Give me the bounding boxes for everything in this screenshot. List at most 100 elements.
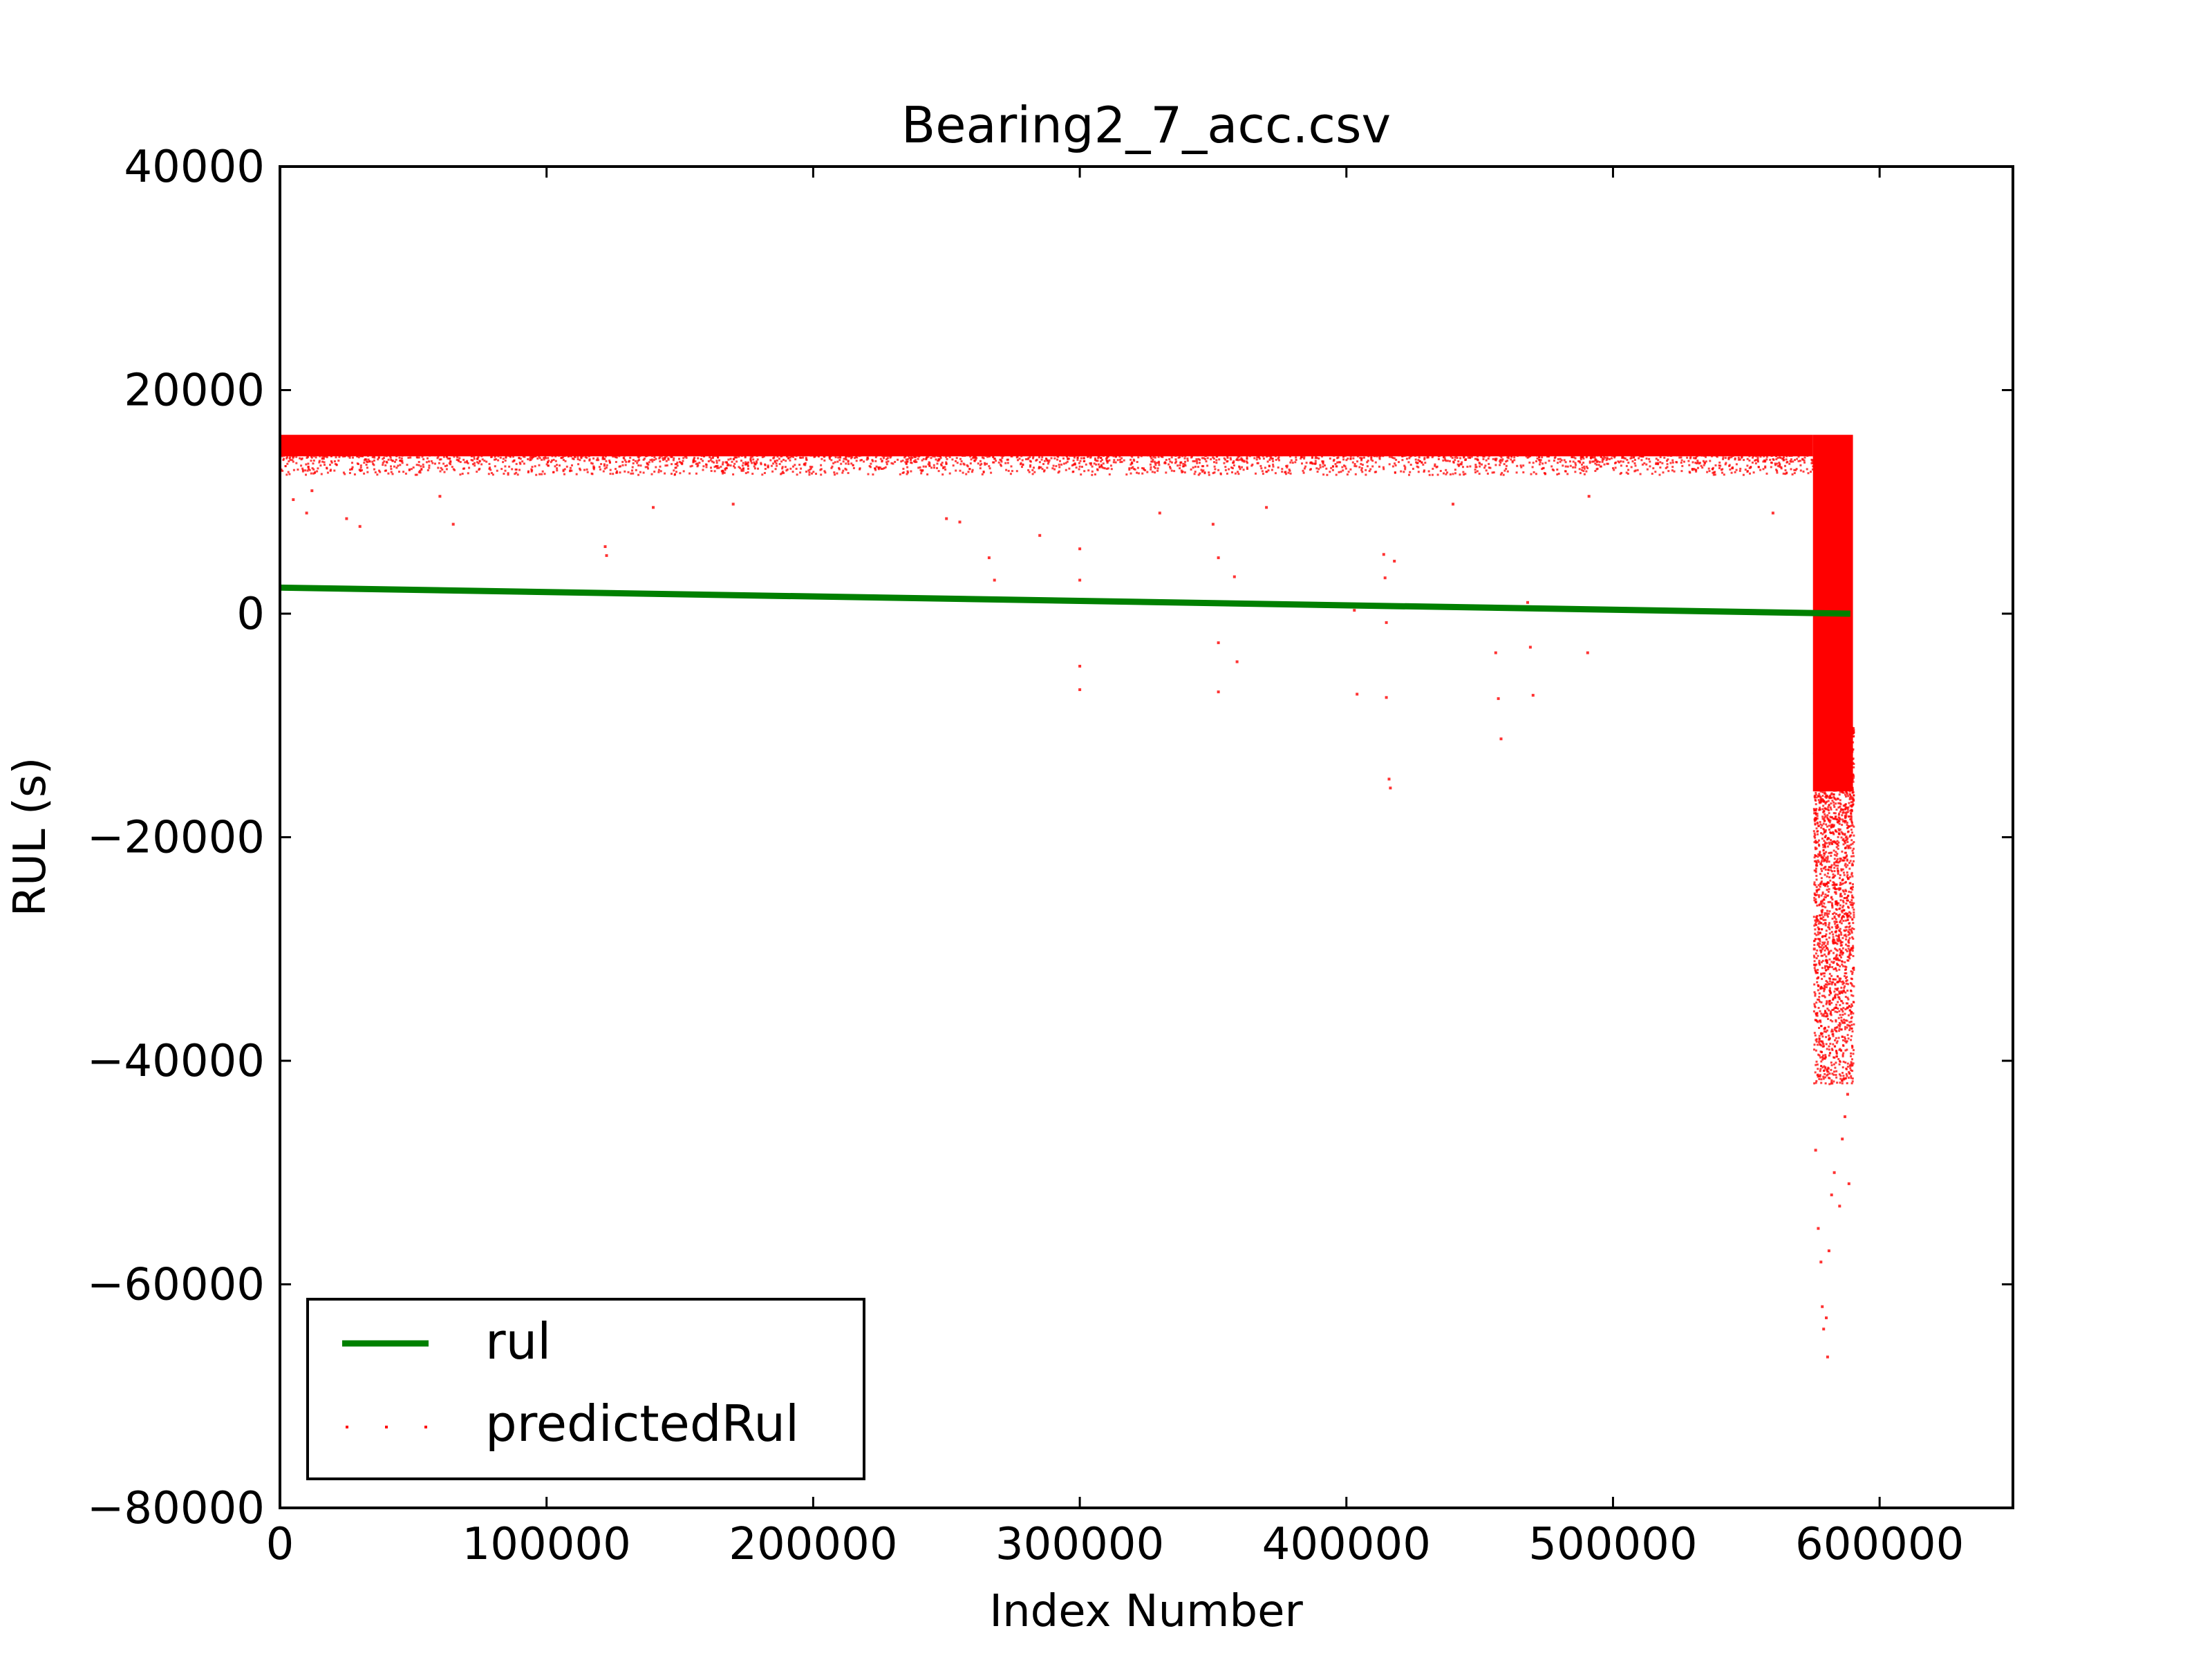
predicted-point	[1700, 464, 1703, 467]
predicted-point	[1832, 999, 1835, 1001]
predicted-point	[713, 470, 716, 473]
predicted-point	[1841, 777, 1844, 780]
predicted-point	[1837, 750, 1840, 753]
predicted-point	[1508, 454, 1510, 457]
predicted-point	[906, 458, 909, 461]
predicted-point	[1532, 454, 1535, 457]
predicted-point	[657, 469, 660, 471]
predicted-point	[1817, 756, 1819, 759]
predicted-point	[1443, 472, 1445, 475]
predicted-point	[1595, 452, 1597, 455]
predicted-point	[1398, 454, 1400, 457]
predicted-point	[753, 465, 756, 468]
predicted-point	[297, 452, 300, 455]
predicted-point	[841, 453, 844, 456]
predicted-point	[1190, 452, 1193, 455]
predicted-point	[821, 457, 823, 460]
predicted-point	[395, 455, 398, 457]
predicted-point	[1841, 1066, 1844, 1068]
predicted-point	[385, 455, 388, 457]
predicted-point	[1852, 1062, 1855, 1065]
predicted-point	[1636, 469, 1639, 471]
predicted-point	[730, 452, 733, 455]
predicted-point	[1488, 452, 1491, 455]
predicted-point	[1649, 465, 1651, 468]
predicted-point	[1832, 826, 1835, 828]
predicted-point	[439, 470, 442, 473]
predicted-point	[476, 453, 478, 455]
predicted-point	[903, 456, 906, 459]
predicted-point	[1277, 457, 1280, 460]
predicted-point	[1316, 471, 1319, 473]
predicted-point	[1046, 466, 1049, 469]
predicted-point	[1853, 841, 1855, 844]
predicted-point	[1848, 815, 1850, 818]
predicted-point	[628, 453, 630, 455]
predicted-point	[828, 456, 831, 459]
predicted-point	[875, 465, 878, 468]
predicted-point	[1009, 473, 1012, 475]
predicted-point	[1835, 934, 1838, 937]
predicted-point	[1423, 471, 1425, 473]
predicted-point	[653, 456, 656, 458]
predicted-point	[1264, 466, 1266, 469]
predicted-point	[1808, 453, 1810, 456]
predicted-point	[329, 469, 332, 472]
predicted-point	[796, 473, 798, 476]
predicted-point	[1826, 795, 1828, 797]
predicted-point	[1020, 463, 1022, 466]
predicted-point	[1500, 456, 1503, 459]
predicted-point	[1840, 742, 1843, 745]
predicted-point	[324, 453, 327, 455]
predicted-point	[1450, 455, 1452, 458]
predicted-point	[1360, 469, 1363, 471]
predicted-point	[289, 459, 292, 462]
predicted-point	[566, 453, 569, 455]
predicted-point	[456, 459, 458, 461]
predicted-point	[1851, 906, 1854, 909]
predicted-point	[1050, 457, 1053, 460]
predicted-point	[1403, 453, 1406, 455]
predicted-point	[1831, 1082, 1834, 1085]
predicted-point	[1582, 470, 1585, 472]
predicted-point	[470, 459, 473, 462]
predicted-point	[1824, 778, 1827, 781]
predicted-point	[1346, 473, 1349, 476]
predicted-point	[445, 468, 448, 471]
predicted-point	[872, 453, 875, 455]
predicted-point	[1538, 463, 1541, 466]
predicted-point	[1776, 453, 1779, 455]
predicted-point	[444, 465, 447, 467]
predicted-point	[1833, 941, 1836, 944]
predicted-point	[280, 452, 283, 455]
predicted-point	[387, 452, 390, 455]
predicted-point	[1297, 453, 1300, 456]
predicted-point	[1262, 473, 1264, 475]
predicted-point	[1114, 461, 1117, 464]
predicted-point	[742, 469, 744, 472]
predicted-point	[1094, 457, 1096, 460]
predicted-point	[1087, 469, 1090, 472]
predicted-point	[1423, 458, 1426, 461]
predicted-point	[394, 460, 396, 463]
predicted-point	[1069, 453, 1071, 456]
predicted-point	[874, 456, 877, 459]
predicted-point	[718, 466, 720, 469]
predicted-point	[1850, 821, 1853, 824]
predicted-point	[1832, 818, 1835, 820]
predicted-point	[1053, 454, 1056, 457]
predicted-point	[1253, 457, 1256, 460]
predicted-point	[650, 452, 653, 455]
predicted-point	[1240, 454, 1243, 457]
predicted-point	[1818, 740, 1821, 743]
predicted-point	[1851, 984, 1854, 987]
predicted-point	[1819, 739, 1821, 742]
predicted-point	[1544, 453, 1546, 455]
predicted-point	[1231, 452, 1234, 455]
predicted-point	[724, 467, 727, 470]
predicted-point	[1156, 462, 1159, 464]
predicted-point	[457, 452, 460, 455]
predicted-point	[1821, 899, 1824, 902]
predicted-point	[1837, 935, 1839, 938]
predicted-point	[1815, 781, 1817, 783]
